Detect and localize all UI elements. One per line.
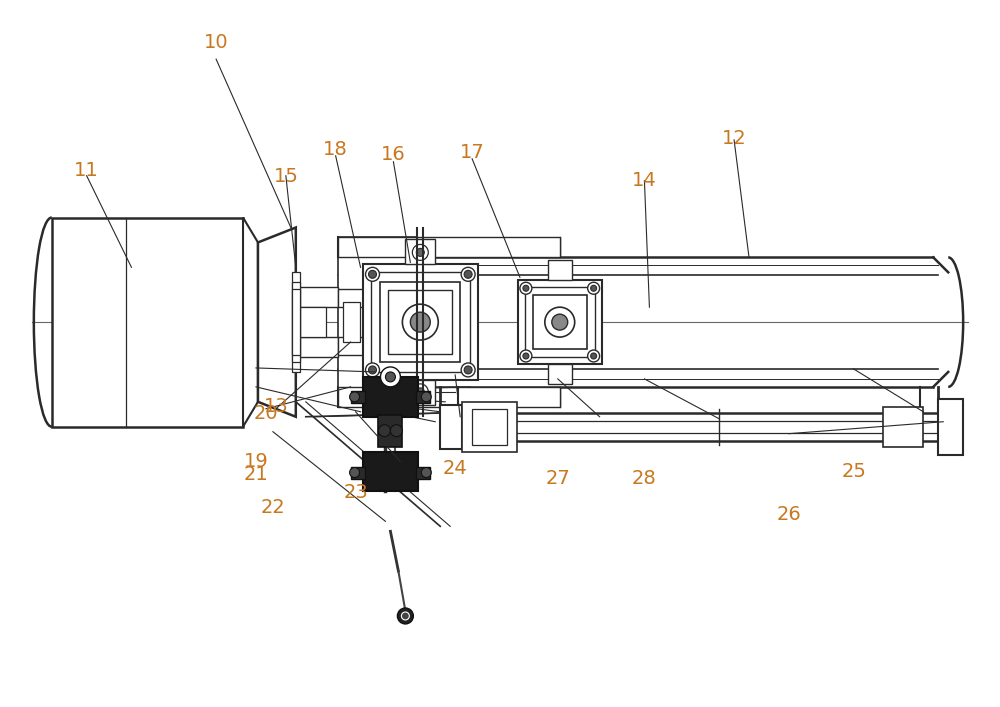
Text: 25: 25 <box>841 462 866 481</box>
Circle shape <box>410 312 430 332</box>
Bar <box>371 272 470 372</box>
Text: 26: 26 <box>776 505 801 524</box>
Bar <box>292 272 300 372</box>
Text: 12: 12 <box>722 129 746 148</box>
Circle shape <box>412 384 428 400</box>
Text: 15: 15 <box>273 167 298 185</box>
Bar <box>298 337 338 357</box>
Text: 24: 24 <box>443 459 468 478</box>
Text: 20: 20 <box>254 404 278 423</box>
Text: 18: 18 <box>323 140 348 159</box>
Bar <box>298 307 326 337</box>
Circle shape <box>401 612 409 620</box>
Bar <box>298 287 338 307</box>
Circle shape <box>545 307 575 337</box>
Polygon shape <box>243 218 258 427</box>
Circle shape <box>421 392 431 402</box>
Bar <box>405 240 435 264</box>
Bar <box>292 282 300 362</box>
Bar <box>472 409 507 445</box>
Bar <box>292 289 300 355</box>
Text: 16: 16 <box>381 146 406 165</box>
Circle shape <box>588 282 600 294</box>
Bar <box>363 452 418 491</box>
Bar <box>380 282 460 362</box>
Circle shape <box>350 467 360 477</box>
Bar <box>518 280 602 364</box>
Bar <box>378 415 402 447</box>
Text: 27: 27 <box>545 469 570 489</box>
Circle shape <box>369 366 376 374</box>
Bar <box>440 405 462 449</box>
Circle shape <box>523 353 529 359</box>
Circle shape <box>390 425 402 437</box>
Bar <box>338 289 363 307</box>
Circle shape <box>380 367 400 387</box>
Bar <box>338 337 363 355</box>
Polygon shape <box>258 228 296 416</box>
Circle shape <box>350 392 360 402</box>
Circle shape <box>416 388 424 396</box>
Circle shape <box>402 304 438 340</box>
Circle shape <box>385 372 395 382</box>
Bar <box>533 296 587 349</box>
Text: 11: 11 <box>74 161 99 180</box>
Bar <box>525 287 595 357</box>
Bar <box>363 264 478 380</box>
Circle shape <box>378 425 390 437</box>
Circle shape <box>520 282 532 294</box>
Text: 14: 14 <box>632 172 657 190</box>
Bar <box>405 380 435 405</box>
Text: 22: 22 <box>261 498 285 517</box>
Bar <box>338 238 417 407</box>
Bar <box>338 387 560 407</box>
Bar <box>416 467 430 479</box>
Circle shape <box>523 285 529 291</box>
Circle shape <box>520 350 532 362</box>
Bar <box>548 364 572 384</box>
Circle shape <box>591 353 597 359</box>
Bar <box>343 302 360 342</box>
Text: 23: 23 <box>343 484 368 503</box>
Bar <box>388 291 452 354</box>
Circle shape <box>397 608 413 624</box>
Text: 21: 21 <box>244 465 268 484</box>
Bar <box>416 391 430 403</box>
Text: 19: 19 <box>244 452 268 471</box>
Text: 13: 13 <box>264 397 288 416</box>
Circle shape <box>366 267 379 281</box>
Bar <box>548 260 572 280</box>
Bar <box>351 391 365 403</box>
Text: 28: 28 <box>632 469 657 489</box>
Circle shape <box>588 350 600 362</box>
Bar <box>338 238 560 257</box>
Circle shape <box>461 363 475 377</box>
Bar <box>52 218 243 427</box>
Bar <box>883 407 923 447</box>
Circle shape <box>416 248 424 257</box>
Circle shape <box>464 366 472 374</box>
Circle shape <box>369 270 376 279</box>
Text: 17: 17 <box>460 144 484 163</box>
Text: 10: 10 <box>204 33 228 52</box>
Circle shape <box>412 245 428 260</box>
Circle shape <box>366 363 379 377</box>
Circle shape <box>464 270 472 279</box>
Bar <box>462 402 517 452</box>
Bar <box>363 377 418 416</box>
Bar <box>938 399 963 455</box>
Circle shape <box>591 285 597 291</box>
Bar <box>351 467 365 479</box>
Circle shape <box>461 267 475 281</box>
Circle shape <box>552 314 568 330</box>
Circle shape <box>421 467 431 477</box>
